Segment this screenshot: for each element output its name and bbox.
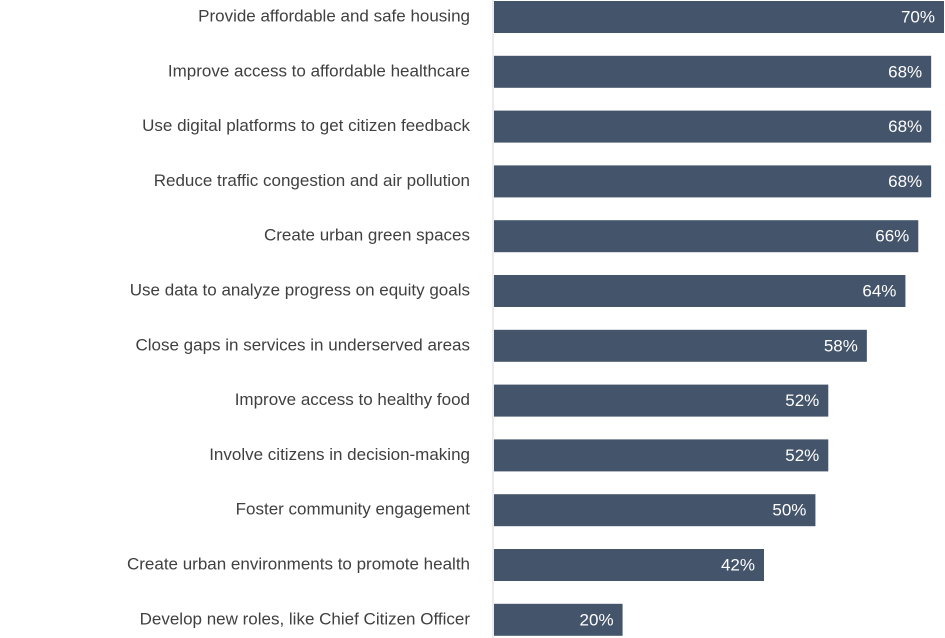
bar [494, 494, 816, 527]
category-label: Foster community engagement [236, 500, 471, 519]
category-label: Improve access to affordable healthcare [168, 61, 470, 80]
value-label: 52% [785, 446, 819, 465]
bar [494, 55, 932, 88]
value-label: 68% [888, 62, 922, 81]
bar [494, 439, 829, 472]
value-label: 68% [888, 172, 922, 191]
bar [494, 220, 919, 253]
bar [494, 329, 867, 362]
category-label: Create urban green spaces [264, 226, 470, 245]
value-label: 70% [901, 7, 935, 26]
category-label: Provide affordable and safe housing [198, 6, 470, 25]
category-label: Use digital platforms to get citizen fee… [142, 116, 470, 135]
value-label: 50% [772, 501, 806, 520]
bar [494, 549, 764, 581]
category-label: Develop new roles, like Chief Citizen Of… [140, 609, 471, 628]
value-label: 68% [888, 117, 922, 136]
value-label: 20% [580, 610, 614, 629]
value-label: 64% [862, 281, 896, 300]
bar [494, 603, 623, 636]
category-label: Reduce traffic congestion and air pollut… [154, 171, 470, 190]
bar [494, 165, 932, 198]
category-label: Improve access to healthy food [235, 390, 470, 409]
category-label: Use data to analyze progress on equity g… [130, 280, 470, 299]
bar [494, 110, 932, 143]
bar [494, 384, 829, 417]
value-label: 42% [721, 555, 755, 574]
category-label: Close gaps in services in underserved ar… [135, 335, 470, 354]
value-label: 52% [785, 391, 819, 410]
bar [494, 1, 944, 33]
value-label: 66% [875, 227, 909, 246]
value-label: 58% [824, 336, 858, 355]
bar [494, 275, 906, 307]
category-label: Create urban environments to promote hea… [127, 554, 470, 573]
category-label: Involve citizens in decision-making [209, 445, 470, 464]
